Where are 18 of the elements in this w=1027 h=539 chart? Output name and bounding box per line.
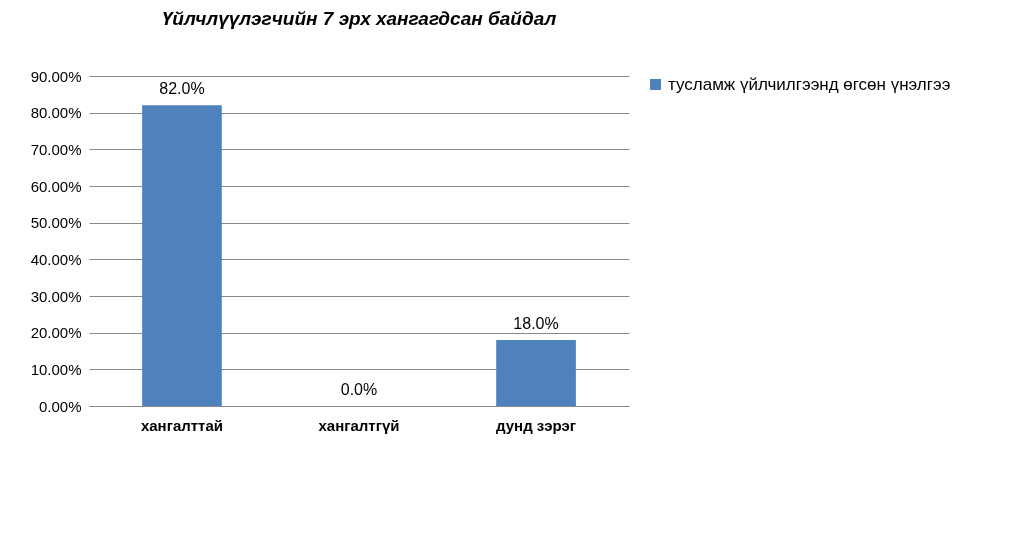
y-tick-label: 60.00% [30, 177, 82, 195]
y-tick-label: 0.00% [38, 397, 82, 415]
x-tick-label: дунд зэрэг [496, 416, 577, 434]
y-tick-label: 20.00% [30, 324, 82, 342]
x-tick-label: хангалттай [140, 416, 224, 434]
y-tick-label: 90.00% [30, 67, 82, 85]
y-tick-label: 50.00% [30, 214, 82, 232]
y-tick-label: 30.00% [30, 287, 82, 305]
data-label: 18.0% [513, 315, 559, 332]
chart-title: Үйлчлүүлэгчийн 7 эрх хангагдсан байдал [161, 8, 557, 29]
y-tick-label: 80.00% [30, 104, 82, 122]
data-label: 82.0% [159, 80, 205, 98]
y-tick-label: 70.00% [30, 140, 82, 158]
y-tick-label: 40.00% [30, 250, 82, 268]
legend-label: тусламж үйлчилгээнд өгсөн үнэлгээ [668, 74, 951, 94]
x-tick-label: хангалтгүй [318, 416, 400, 434]
y-tick-label: 10.00% [30, 360, 82, 378]
data-label: 0.0% [340, 381, 378, 398]
